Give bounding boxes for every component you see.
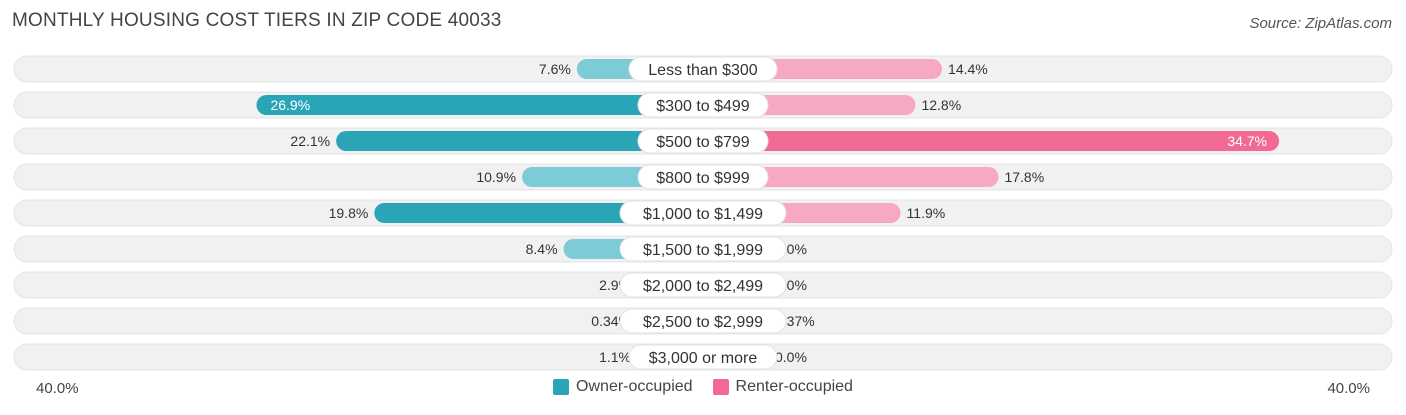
owner-bar [336, 131, 703, 151]
category-label: $2,000 to $2,499 [643, 278, 763, 295]
category-label: $1,000 to $1,499 [643, 206, 763, 223]
bar-row: 10.9% 17.8% $800 to $999 [13, 163, 1393, 191]
bar-row: 8.4% 0.0%$1,500 to $1,999 [13, 235, 1393, 263]
category-label: $2,500 to $2,999 [643, 314, 763, 331]
legend-item-owner: Owner-occupied [553, 378, 693, 396]
chart-title: MONTHLY HOUSING COST TIERS IN ZIP CODE 4… [12, 10, 502, 31]
renter-value-label: 14.4% [948, 61, 988, 77]
category-pill [637, 92, 769, 118]
category-pill [619, 200, 787, 226]
legend-swatch-renter [712, 379, 729, 395]
bar-row: 0.34% 0.37%$2,500 to $2,999 [13, 307, 1393, 335]
bar-row: 22.1% 34.7% $500 to $799 [13, 127, 1393, 155]
category-label: Less than $300 [648, 62, 758, 79]
owner-value-label: 7.6% [539, 61, 571, 77]
owner-value-label: 22.1% [290, 133, 330, 149]
category-pill [628, 344, 778, 370]
bar-row: 7.6% 14.4% Less than $300 [13, 55, 1393, 83]
legend-label-owner: Owner-occupied [576, 378, 693, 395]
category-label: $800 to $999 [656, 170, 750, 187]
category-pill [628, 56, 778, 82]
category-pill [619, 236, 787, 262]
owner-value-label: 26.9% [270, 97, 310, 113]
chart-area: 7.6% 14.4% Less than $300 26.9% 12.8% $300 to… [13, 55, 1393, 371]
bar-row: 26.9% 12.8% $300 to $499 [13, 91, 1393, 119]
bar-row: 1.1% 0.0% $3,000 or more [13, 343, 1393, 371]
category-pill [637, 164, 769, 190]
source-note: Source: ZipAtlas.com [1249, 15, 1392, 32]
renter-value-label: 0.0% [775, 349, 807, 365]
renter-bar [703, 167, 999, 187]
owner-value-label: 19.8% [329, 205, 369, 221]
legend-label-renter: Renter-occupied [735, 378, 853, 395]
renter-value-label: 12.8% [921, 97, 961, 113]
owner-value-label: 8.4% [526, 241, 558, 257]
category-label: $300 to $499 [656, 98, 750, 115]
category-pill [619, 308, 787, 334]
category-label: $500 to $799 [656, 134, 750, 151]
category-pill [619, 272, 787, 298]
owner-value-label: 10.9% [476, 169, 516, 185]
legend: Owner-occupied Renter-occupied [0, 378, 1406, 396]
renter-value-label: 17.8% [1004, 169, 1044, 185]
legend-swatch-owner [553, 379, 570, 395]
renter-value-label: 34.7% [1227, 133, 1267, 149]
renter-value-label: 11.9% [907, 205, 946, 221]
renter-bar [703, 131, 1280, 151]
bar-row: 19.8% 11.9% $1,000 to $1,499 [13, 199, 1393, 227]
bar-row: 2.9% 0.0%$2,000 to $2,499 [13, 271, 1393, 299]
legend-item-renter: Renter-occupied [712, 378, 853, 396]
category-label: $3,000 or more [649, 350, 758, 367]
category-pill [637, 128, 769, 154]
owner-bar [256, 95, 703, 115]
category-label: $1,500 to $1,999 [643, 242, 763, 259]
axis-left-label: 40.0% [36, 380, 79, 397]
owner-value-label: 1.1% [599, 349, 631, 365]
axis-right-label: 40.0% [1327, 380, 1370, 397]
